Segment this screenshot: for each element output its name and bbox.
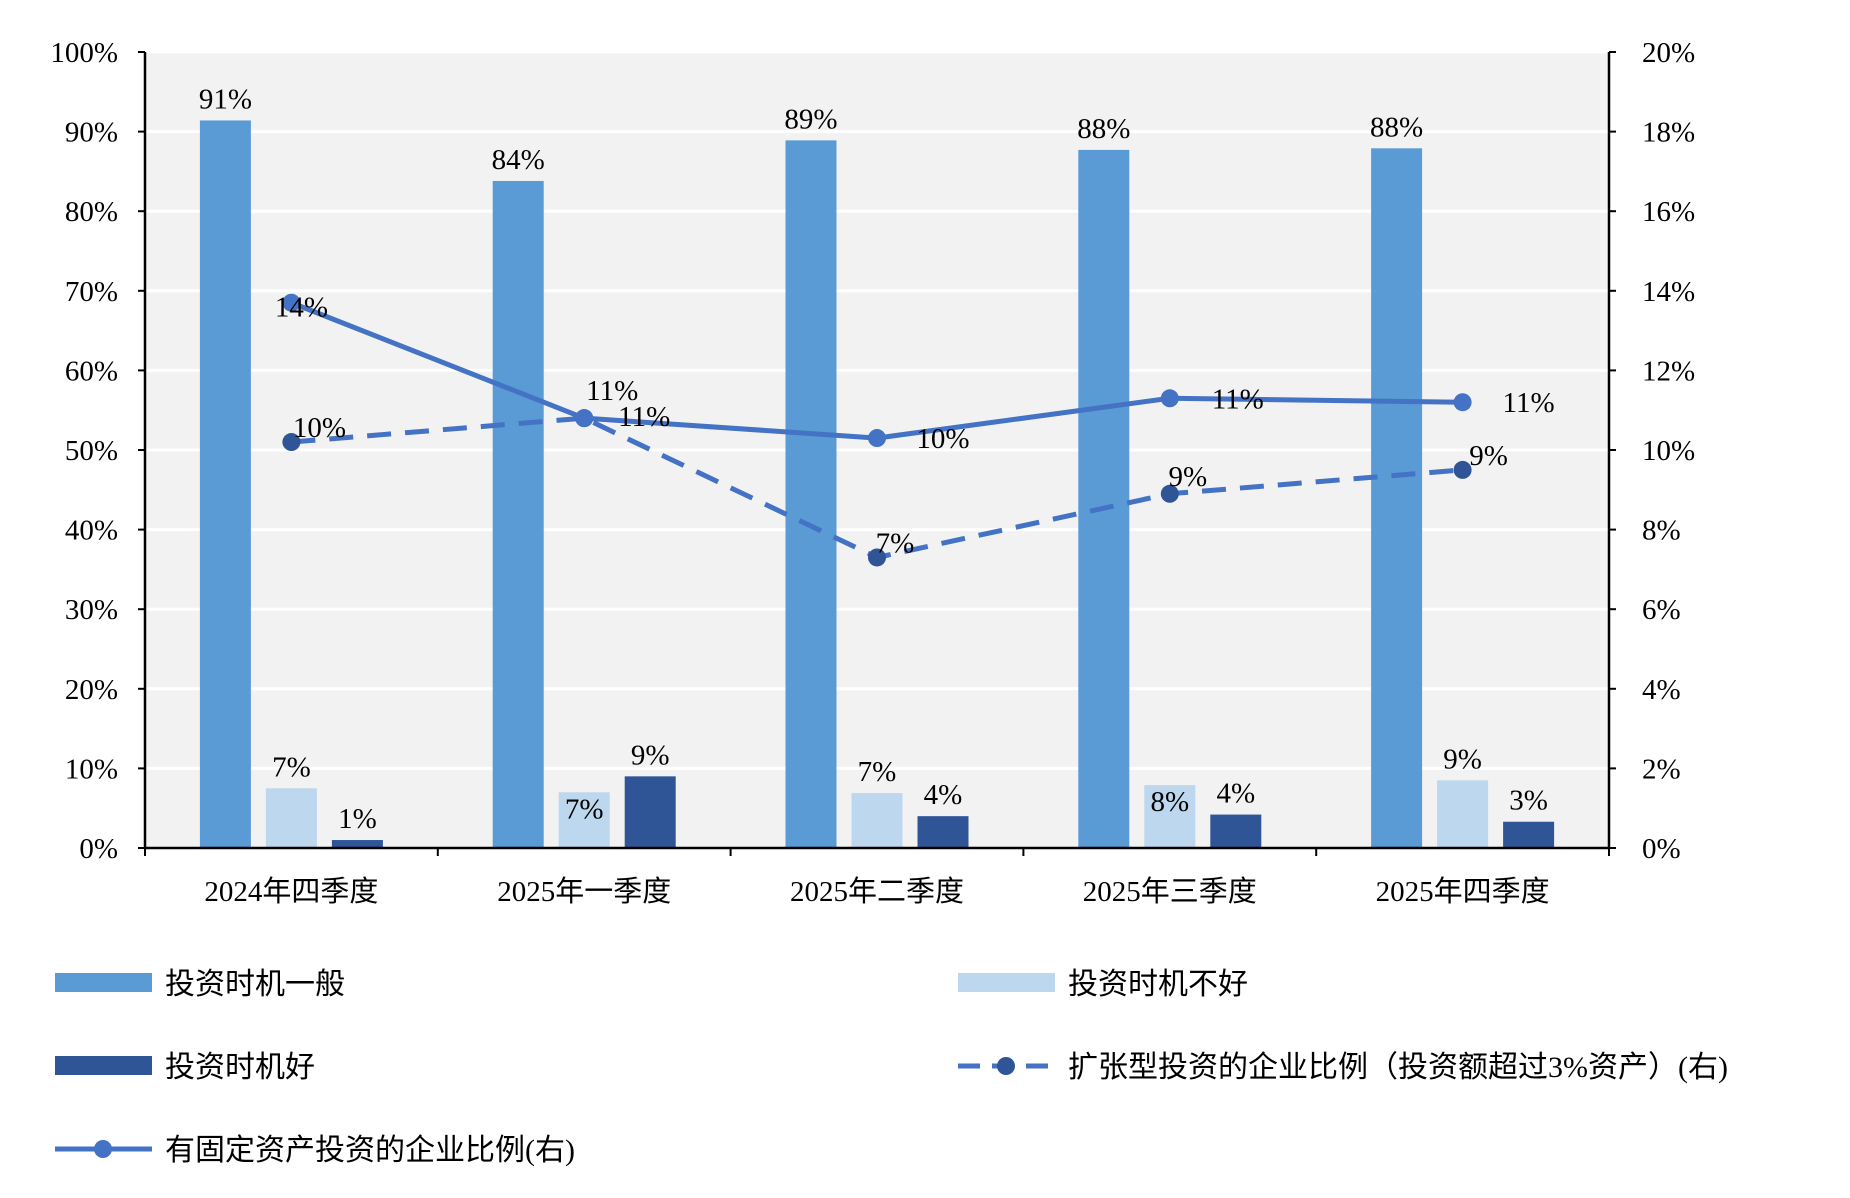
bar-data-label: 9%	[1443, 743, 1482, 775]
left-tick-label: 10%	[65, 753, 118, 785]
left-tick-label: 80%	[65, 196, 118, 228]
bar-data-label: 4%	[1216, 778, 1255, 810]
left-tick-label: 100%	[50, 37, 118, 69]
legend-swatch	[55, 973, 152, 992]
bar	[331, 840, 383, 848]
right-tick-label: 4%	[1642, 674, 1681, 706]
bar-data-label: 7%	[858, 756, 897, 788]
left-tick-label: 30%	[65, 594, 118, 626]
legend-label: 有固定资产投资的企业比例(右)	[165, 1134, 575, 1167]
left-tick-label: 60%	[65, 355, 118, 387]
right-tick-label: 2%	[1642, 753, 1681, 785]
line-data-label: 9%	[1469, 440, 1508, 472]
line-marker	[1453, 460, 1472, 479]
bar	[1437, 780, 1489, 848]
right-tick-label: 0%	[1642, 833, 1681, 865]
bar-data-label: 89%	[784, 103, 837, 135]
right-tick-label: 6%	[1642, 594, 1681, 626]
bar	[917, 816, 969, 848]
legend-swatch	[55, 1056, 152, 1075]
left-tick-label: 70%	[65, 276, 118, 308]
bar-data-label: 88%	[1370, 111, 1423, 143]
line-data-label: 11%	[586, 375, 638, 407]
bar-data-label: 4%	[924, 779, 963, 811]
x-tick-label: 2024年四季度	[204, 875, 378, 908]
right-tick-label: 14%	[1642, 276, 1695, 308]
left-tick-label: 20%	[65, 674, 118, 706]
right-tick-label: 20%	[1642, 37, 1695, 69]
left-tick-label: 0%	[79, 833, 118, 865]
legend-label: 投资时机不好	[1068, 968, 1248, 1001]
line-data-label: 11%	[1212, 383, 1264, 415]
left-tick-label: 40%	[65, 515, 118, 547]
right-tick-label: 18%	[1642, 117, 1695, 149]
right-tick-label: 12%	[1642, 355, 1695, 387]
line-marker	[868, 548, 886, 567]
bar-data-label: 7%	[272, 751, 311, 783]
bar-data-label: 1%	[338, 803, 377, 835]
legend-marker	[997, 1057, 1015, 1075]
x-tick-label: 2025年三季度	[1083, 875, 1257, 908]
legend-label: 投资时机好	[165, 1051, 315, 1084]
bar	[1503, 821, 1555, 848]
bar	[1144, 785, 1196, 848]
line-marker	[1453, 393, 1472, 412]
bar-data-label: 84%	[492, 144, 545, 176]
line-data-label: 11%	[618, 401, 670, 433]
line-marker	[868, 429, 886, 448]
line-marker	[575, 409, 594, 428]
left-tick-label: 90%	[65, 117, 118, 149]
bar	[265, 788, 317, 848]
line-data-label: 9%	[1168, 461, 1207, 493]
bar-data-label: 8%	[1150, 786, 1189, 818]
bar-data-label: 3%	[1509, 785, 1548, 817]
line-marker	[282, 293, 301, 312]
bar-data-label: 7%	[565, 793, 604, 825]
bar-data-label: 91%	[199, 83, 252, 115]
line-data-label: 7%	[876, 527, 915, 559]
right-tick-label: 8%	[1642, 515, 1681, 547]
line-marker	[282, 433, 301, 452]
bar	[851, 793, 903, 848]
line-data-label: 14%	[275, 292, 328, 324]
bar	[1210, 814, 1262, 848]
line-data-label: 10%	[916, 423, 969, 455]
bar	[1078, 149, 1130, 848]
line-marker	[1160, 484, 1179, 503]
legend-label: 投资时机一般	[165, 968, 345, 1001]
x-tick-label: 2025年四季度	[1376, 875, 1550, 908]
legend-swatch	[958, 973, 1055, 992]
left-tick-label: 50%	[65, 435, 118, 467]
legend-label: 扩张型投资的企业比例（投资额超过3%资产）(右)	[1068, 1051, 1728, 1084]
bar	[624, 776, 676, 848]
x-tick-label: 2025年一季度	[497, 875, 671, 908]
bar-data-label: 9%	[631, 739, 670, 771]
legend-marker	[94, 1140, 112, 1158]
line-marker	[1160, 389, 1179, 408]
bar	[1371, 148, 1423, 849]
bar	[558, 792, 610, 848]
right-tick-label: 16%	[1642, 196, 1695, 228]
bar-data-label: 88%	[1077, 113, 1130, 145]
line-data-label: 11%	[1503, 387, 1555, 419]
x-tick-label: 2025年二季度	[790, 875, 964, 908]
bar	[199, 120, 251, 849]
bar	[492, 180, 544, 848]
bar	[785, 140, 837, 848]
line-data-label: 10%	[293, 412, 346, 444]
right-tick-label: 10%	[1642, 435, 1695, 467]
